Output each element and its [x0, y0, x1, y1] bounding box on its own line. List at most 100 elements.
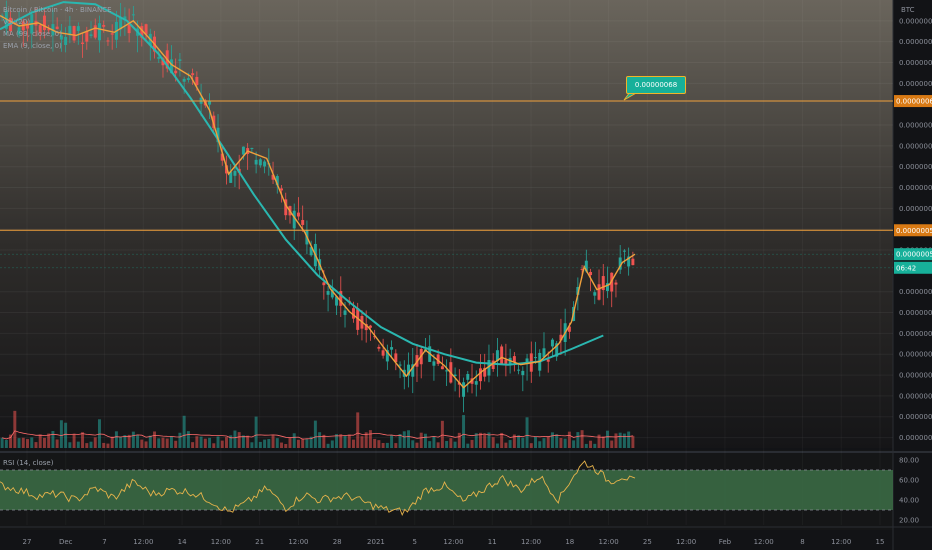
candle-body[interactable]	[68, 25, 72, 36]
candle-body[interactable]	[191, 73, 195, 76]
candle-body[interactable]	[479, 368, 482, 382]
candle-body[interactable]	[508, 357, 512, 366]
candle-body[interactable]	[504, 359, 508, 364]
candle-body[interactable]	[512, 356, 516, 363]
candle-body[interactable]	[534, 357, 537, 359]
candle-body[interactable]	[110, 33, 114, 35]
candle-body[interactable]	[593, 292, 597, 296]
candle-body[interactable]	[250, 147, 254, 149]
candle-body[interactable]	[280, 188, 283, 191]
candle-body[interactable]	[500, 346, 504, 365]
candle-body[interactable]	[254, 159, 258, 165]
candle-body[interactable]	[174, 70, 178, 74]
candle-body[interactable]	[589, 271, 593, 276]
candle-body[interactable]	[89, 34, 93, 36]
candle-body[interactable]	[263, 161, 267, 167]
candle-body[interactable]	[216, 127, 220, 143]
candle-body[interactable]	[567, 326, 571, 332]
candle-body[interactable]	[292, 210, 296, 229]
candle-body[interactable]	[576, 286, 580, 295]
candle-body[interactable]	[64, 36, 68, 45]
candle-body[interactable]	[483, 367, 487, 377]
candle-body[interactable]	[284, 199, 288, 216]
candle-body[interactable]	[580, 268, 584, 270]
candle-body[interactable]	[17, 27, 21, 35]
candle-body[interactable]	[55, 26, 59, 30]
candle-body[interactable]	[98, 23, 101, 41]
candle-body[interactable]	[491, 360, 495, 370]
candle-body[interactable]	[474, 381, 478, 385]
candle-body[interactable]	[517, 369, 521, 371]
candle-body[interactable]	[271, 174, 275, 180]
candle-body[interactable]	[432, 361, 436, 366]
candle-body[interactable]	[398, 364, 402, 366]
volume-legend[interactable]: Vol (20)	[3, 18, 31, 26]
candle-body[interactable]	[26, 23, 29, 29]
candle-body[interactable]	[85, 31, 89, 42]
candle-body[interactable]	[597, 284, 601, 300]
candle-body[interactable]	[440, 366, 444, 370]
candle-body[interactable]	[258, 159, 262, 166]
candle-body[interactable]	[186, 78, 190, 80]
candle-body[interactable]	[368, 325, 372, 328]
ema-line[interactable]	[0, 14, 636, 389]
candle-body[interactable]	[614, 282, 618, 285]
candle-body[interactable]	[606, 283, 609, 291]
candle-body[interactable]	[601, 276, 605, 291]
candle-body[interactable]	[233, 170, 237, 176]
candle-body[interactable]	[81, 42, 85, 44]
candle-body[interactable]	[385, 350, 389, 362]
candle-body[interactable]	[76, 26, 80, 31]
candle-body[interactable]	[487, 359, 491, 376]
candle-body[interactable]	[131, 14, 135, 16]
candle-body[interactable]	[445, 370, 449, 372]
rsi-legend[interactable]: RSI (14, close)	[3, 459, 54, 467]
candle-body[interactable]	[550, 339, 554, 347]
candle-body[interactable]	[38, 25, 42, 34]
candle-body[interactable]	[106, 40, 110, 42]
candle-body[interactable]	[72, 25, 76, 41]
price-callout[interactable]: 0.00000068	[626, 76, 686, 94]
candle-body[interactable]	[182, 78, 186, 82]
candle-body[interactable]	[102, 25, 106, 27]
candle-body[interactable]	[377, 346, 381, 349]
candle-body[interactable]	[610, 272, 614, 292]
candle-body[interactable]	[618, 257, 622, 270]
candle-body[interactable]	[275, 176, 279, 186]
candle-body[interactable]	[42, 15, 46, 31]
candle-body[interactable]	[411, 364, 415, 377]
candle-body[interactable]	[352, 308, 355, 319]
candle-body[interactable]	[144, 24, 148, 35]
candle-body[interactable]	[495, 350, 499, 362]
candle-body[interactable]	[178, 59, 182, 61]
candle-body[interactable]	[309, 247, 313, 256]
candle-body[interactable]	[466, 374, 470, 380]
candle-body[interactable]	[59, 35, 63, 40]
candle-body[interactable]	[127, 24, 131, 34]
candle-body[interactable]	[525, 358, 529, 365]
candle-body[interactable]	[161, 58, 165, 66]
candle-body[interactable]	[195, 76, 199, 86]
candle-body[interactable]	[453, 374, 457, 377]
rsi-line[interactable]	[0, 460, 636, 517]
candle-body[interactable]	[407, 364, 410, 376]
candle-body[interactable]	[301, 220, 305, 225]
candle-body[interactable]	[229, 171, 233, 183]
candle-body[interactable]	[123, 16, 127, 20]
candle-body[interactable]	[241, 146, 245, 155]
candle-body[interactable]	[559, 334, 563, 341]
candle-body[interactable]	[364, 323, 368, 331]
candle-body[interactable]	[394, 353, 398, 363]
candle-body[interactable]	[326, 291, 330, 295]
candle-body[interactable]	[521, 370, 525, 376]
candle-body[interactable]	[93, 25, 97, 38]
ma-line[interactable]	[0, 1, 604, 366]
candle-body[interactable]	[542, 348, 546, 358]
candle-body[interactable]	[47, 29, 51, 31]
ema-legend[interactable]: EMA (9, close, 0)	[3, 42, 62, 50]
candle-body[interactable]	[546, 359, 550, 362]
candle-body[interactable]	[343, 310, 347, 315]
candle-body[interactable]	[555, 343, 559, 357]
candle-body[interactable]	[373, 336, 377, 338]
